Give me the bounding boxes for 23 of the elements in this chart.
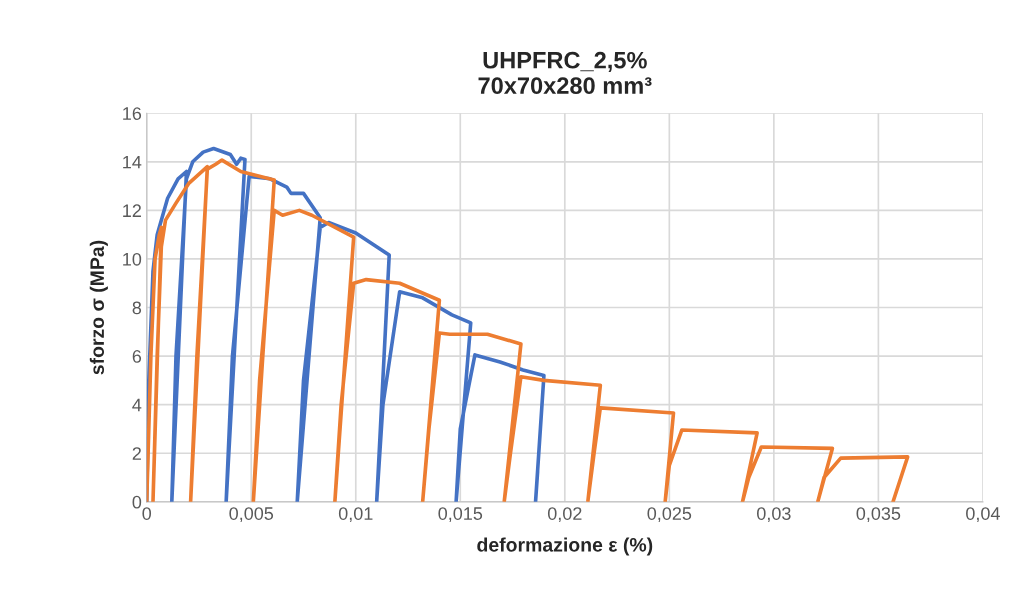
y-tick-label: 12 [123, 204, 141, 217]
x-tick-label: 0 [142, 507, 152, 520]
y-tick-label: 2 [132, 447, 141, 460]
y-tick-label: 8 [132, 301, 142, 315]
x-tick-label: 0,025 [647, 507, 692, 523]
y-tick-label: 10 [123, 252, 142, 266]
x-axis-title: deformazione ε (%) [477, 537, 653, 556]
x-tick-label: 0,015 [438, 507, 483, 523]
x-tick-label: 0,03 [757, 507, 791, 523]
y-tick-label: 16 [123, 107, 142, 120]
y-tick-label: 0 [132, 495, 142, 509]
x-tick-label: 0,02 [547, 507, 582, 523]
line-series [146, 146, 546, 502]
y-axis-title: sforzo σ (MPa) [89, 240, 108, 375]
y-tick-label: 6 [132, 350, 142, 363]
x-tick-label: 0,005 [229, 507, 274, 523]
line-series [146, 158, 910, 502]
x-tick-label: 0,04 [966, 507, 1000, 523]
y-tick-label: 14 [123, 155, 142, 169]
x-tick-label: 0,01 [338, 507, 373, 523]
x-tick-label: 0,035 [856, 507, 901, 523]
y-tick-label: 4 [132, 398, 142, 412]
chart-title: UHPFRC_2,5% 70x70x280 mm³ [478, 51, 652, 95]
